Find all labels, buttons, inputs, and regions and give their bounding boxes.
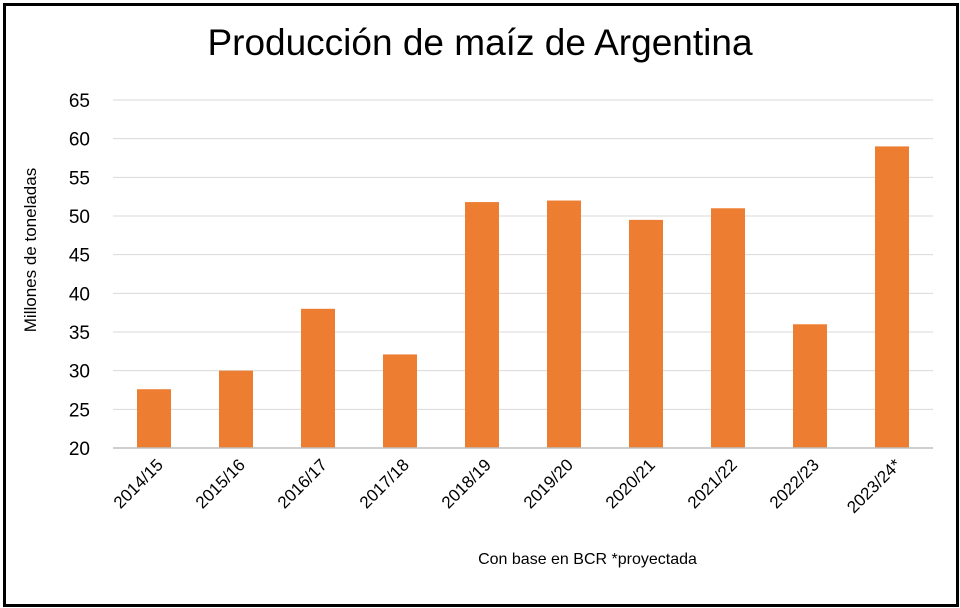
y-tick-label: 50 xyxy=(69,207,90,228)
y-tick-label: 30 xyxy=(69,362,90,383)
bar xyxy=(547,200,581,448)
x-tick-label: 2018/19 xyxy=(438,455,495,512)
source-note: Con base en BCR *proyectada xyxy=(478,551,697,568)
y-tick-label: 20 xyxy=(69,439,90,460)
y-tick-label: 45 xyxy=(69,246,90,267)
x-tick-label: 2022/23 xyxy=(766,455,823,512)
bar xyxy=(465,202,499,448)
chart-title: Producción de maíz de Argentina xyxy=(207,22,753,63)
x-tick-label: 2019/20 xyxy=(520,455,577,512)
x-tick-label: 2017/18 xyxy=(356,455,413,512)
bar xyxy=(383,354,417,448)
bar xyxy=(711,208,745,448)
bar xyxy=(629,219,663,448)
bar xyxy=(137,389,171,448)
x-tick-label: 2021/22 xyxy=(684,455,741,512)
x-tick-label: 2015/16 xyxy=(192,455,249,512)
bar xyxy=(219,370,253,448)
y-tick-label: 25 xyxy=(69,400,90,421)
y-tick-label: 55 xyxy=(69,168,90,189)
bar xyxy=(793,324,827,448)
x-tick-label: 2023/24* xyxy=(843,455,905,517)
x-tick-label: 2020/21 xyxy=(602,455,659,512)
x-tick-label: 2016/17 xyxy=(274,455,331,512)
y-tick-label: 65 xyxy=(69,91,90,112)
x-tick-label: 2014/15 xyxy=(110,455,167,512)
bar xyxy=(875,146,909,448)
y-tick-label: 40 xyxy=(69,284,90,305)
y-tick-label: 35 xyxy=(69,323,90,344)
bar xyxy=(301,308,335,448)
y-tick-label: 60 xyxy=(69,130,90,151)
